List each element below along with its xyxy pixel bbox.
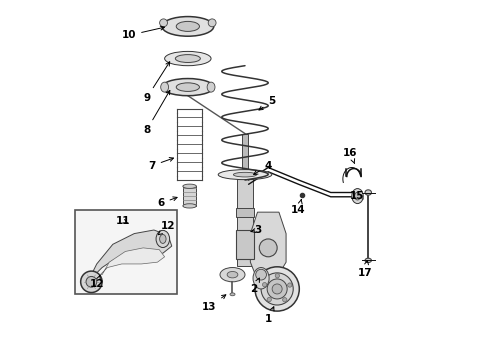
Ellipse shape — [365, 258, 371, 262]
Ellipse shape — [227, 271, 238, 278]
Ellipse shape — [176, 83, 199, 91]
Text: 16: 16 — [343, 148, 358, 163]
Ellipse shape — [156, 230, 170, 248]
Ellipse shape — [207, 82, 215, 92]
Ellipse shape — [160, 19, 168, 27]
Ellipse shape — [176, 21, 199, 31]
Text: 12: 12 — [90, 275, 104, 289]
Text: 5: 5 — [259, 96, 275, 110]
Ellipse shape — [162, 78, 214, 96]
Text: 17: 17 — [357, 261, 372, 278]
Text: 12: 12 — [158, 221, 175, 235]
Text: 2: 2 — [250, 278, 259, 294]
Ellipse shape — [208, 19, 216, 27]
Bar — [183, 186, 196, 206]
Bar — [236, 230, 254, 258]
Ellipse shape — [365, 190, 371, 195]
Circle shape — [261, 273, 293, 305]
Polygon shape — [88, 230, 172, 282]
Circle shape — [255, 267, 299, 311]
Bar — [242, 134, 248, 169]
Text: 9: 9 — [143, 62, 170, 103]
Polygon shape — [250, 212, 286, 280]
Bar — [236, 208, 254, 217]
Text: 11: 11 — [116, 216, 131, 226]
Text: 3: 3 — [251, 225, 261, 235]
Ellipse shape — [230, 293, 235, 296]
Text: 10: 10 — [122, 26, 165, 40]
Circle shape — [275, 274, 279, 278]
Ellipse shape — [352, 189, 363, 203]
Ellipse shape — [218, 170, 272, 180]
Text: 6: 6 — [157, 197, 177, 208]
Circle shape — [256, 269, 267, 280]
Text: 4: 4 — [254, 161, 272, 175]
Circle shape — [86, 276, 97, 287]
Ellipse shape — [220, 267, 245, 282]
Circle shape — [288, 283, 292, 287]
Circle shape — [283, 298, 287, 302]
Ellipse shape — [175, 55, 200, 63]
Ellipse shape — [165, 51, 211, 66]
Ellipse shape — [233, 172, 257, 177]
Circle shape — [267, 297, 271, 302]
Ellipse shape — [183, 184, 196, 188]
Polygon shape — [100, 248, 165, 275]
Circle shape — [81, 271, 102, 293]
Text: 8: 8 — [143, 90, 170, 135]
Ellipse shape — [355, 192, 360, 200]
Circle shape — [267, 279, 287, 299]
Circle shape — [263, 283, 267, 287]
Text: 13: 13 — [202, 295, 226, 312]
Circle shape — [272, 284, 282, 294]
Ellipse shape — [160, 234, 166, 243]
Circle shape — [259, 239, 277, 257]
Bar — [75, 210, 177, 294]
Text: 1: 1 — [265, 307, 274, 324]
Ellipse shape — [253, 267, 269, 289]
Text: 14: 14 — [291, 199, 306, 215]
Text: 15: 15 — [350, 191, 365, 201]
Ellipse shape — [162, 17, 214, 36]
Bar — [237, 176, 253, 266]
Ellipse shape — [183, 204, 196, 208]
Ellipse shape — [161, 82, 169, 92]
Text: 7: 7 — [148, 158, 173, 171]
